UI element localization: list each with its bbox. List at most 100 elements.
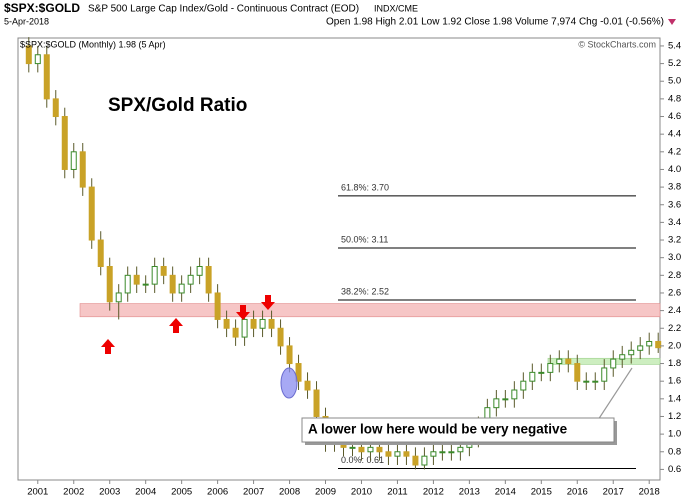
x-tick-label: 2016 [567, 487, 588, 498]
candle-body [394, 451, 401, 457]
y-tick-label: 1.2 [668, 411, 681, 422]
fib-label: 50.0%: 3.11 [341, 234, 388, 244]
y-tick-label: 3.6 [668, 199, 681, 210]
candle-body [232, 327, 239, 338]
candle-body [223, 318, 230, 329]
quote: Open 1.98 High 2.01 Low 1.92 Close 1.98 … [326, 17, 664, 28]
candle-body [295, 363, 302, 382]
candle-body [574, 363, 581, 382]
candle-body [250, 318, 257, 329]
candle-body [448, 451, 455, 454]
candle-body [601, 367, 608, 382]
candle-body [592, 380, 599, 383]
callout-pointer [597, 367, 633, 421]
x-tick-label: 2004 [135, 487, 156, 498]
y-tick-label: 1.8 [668, 358, 681, 369]
x-tick-label: 2012 [423, 487, 444, 498]
candle-body [502, 398, 509, 401]
y-tick-label: 0.6 [668, 464, 681, 475]
candle-body [358, 446, 365, 453]
y-tick-label: 5.2 [668, 58, 681, 69]
candle-body [367, 446, 374, 453]
x-tick-label: 2003 [99, 487, 120, 498]
arrow-down [261, 295, 275, 310]
candle-body [43, 54, 50, 100]
candle-body [619, 354, 626, 360]
candle-body [205, 265, 212, 294]
highlight-ellipse [280, 367, 298, 399]
candle-body [286, 345, 293, 365]
y-tick-label: 4.6 [668, 111, 681, 122]
x-tick-label: 2010 [351, 487, 372, 498]
candle-body [97, 239, 104, 267]
zone [79, 303, 661, 318]
candle-body [187, 274, 194, 285]
fib-label: 0.0%: 0.61 [341, 455, 384, 465]
candle-body [241, 318, 248, 338]
candle-body [70, 151, 77, 170]
candle-body [259, 318, 266, 329]
candle-body [106, 265, 113, 303]
candle-body [88, 186, 95, 241]
x-tick-label: 2001 [27, 487, 48, 498]
candle-body [493, 398, 500, 409]
candle-body [385, 451, 392, 457]
down-indicator [668, 19, 676, 25]
y-tick-label: 2.6 [668, 287, 681, 298]
y-tick-label: 5.4 [668, 40, 681, 51]
candle-body [538, 371, 545, 374]
y-tick-label: 3.0 [668, 252, 681, 263]
x-tick-label: 2011 [387, 487, 407, 498]
plot-frame [17, 37, 661, 481]
candle-body [34, 54, 41, 65]
x-tick-label: 2013 [459, 487, 480, 498]
x-tick-label: 2006 [207, 487, 228, 498]
y-tick-label: 2.0 [668, 340, 681, 351]
candle-body [655, 340, 662, 349]
candle-body [520, 380, 527, 391]
candle-body [583, 380, 590, 383]
x-tick-label: 2007 [243, 487, 264, 498]
description: S&P 500 Large Cap Index/Gold - Continuou… [88, 4, 359, 15]
x-tick-label: 2014 [495, 487, 516, 498]
y-tick-label: 3.8 [668, 182, 681, 193]
x-tick-label: 2002 [63, 487, 84, 498]
x-tick-label: 2008 [279, 487, 300, 498]
candle-body [412, 455, 419, 466]
candle-body [25, 45, 32, 65]
y-tick-label: 2.8 [668, 270, 681, 281]
x-tick-label: 2015 [531, 487, 552, 498]
candle-body [556, 358, 563, 365]
arrow-up [101, 339, 115, 354]
candle-body [403, 451, 410, 457]
y-tick-label: 1.0 [668, 429, 681, 440]
candle-body [529, 371, 536, 382]
candle-body [304, 380, 311, 391]
arrow-down [236, 305, 250, 320]
callout-box [301, 417, 615, 443]
candle-body [439, 451, 446, 454]
y-tick-label: 4.8 [668, 93, 681, 104]
candle-body [52, 98, 59, 118]
y-tick-label: 4.2 [668, 146, 681, 157]
candle-body [214, 292, 221, 320]
date: 5-Apr-2018 [4, 16, 49, 26]
y-tick-label: 3.2 [668, 235, 681, 246]
candle-body [637, 345, 644, 351]
y-tick-label: 1.6 [668, 376, 681, 387]
y-tick-label: 2.2 [668, 323, 681, 334]
candle-body [430, 451, 437, 457]
x-tick-label: 2005 [171, 487, 192, 498]
candle-body [628, 349, 635, 356]
x-tick-label: 2017 [603, 487, 624, 498]
candle-body [124, 274, 131, 294]
y-tick-label: 1.4 [668, 393, 681, 404]
x-tick-label: 2018 [639, 487, 660, 498]
fib-label: 38.2%: 2.52 [341, 286, 389, 296]
candle-body [511, 389, 518, 400]
y-tick-label: 2.4 [668, 305, 681, 316]
candle-body [196, 265, 203, 276]
y-tick-label: 4.4 [668, 129, 681, 140]
